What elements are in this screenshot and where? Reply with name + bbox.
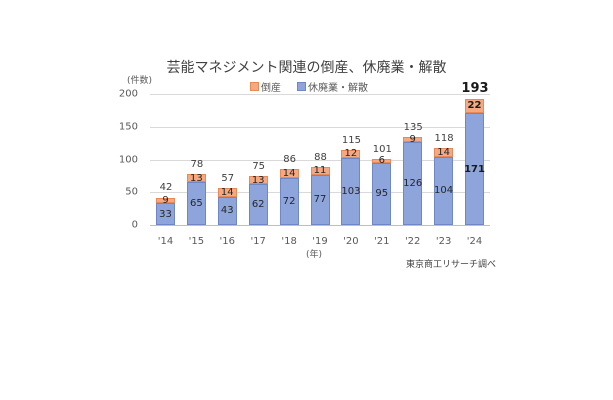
chart-title: 芸能マネジメント関連の倒産、休廃業・解散: [166, 60, 447, 76]
bar-segment-closure: 103: [341, 157, 360, 225]
legend-item-bankruptcy: 倒産: [250, 79, 281, 94]
x-tick-label: '17: [250, 236, 266, 247]
x-tick-label: '18: [281, 236, 297, 247]
x-tick-label: '22: [404, 236, 421, 247]
bar-total-label: 193: [461, 80, 489, 96]
y-tick-label: 0: [131, 219, 138, 231]
bar-total-label: 135: [403, 121, 423, 133]
bar-segment-closure: 43: [217, 196, 237, 225]
x-tick-label: '21: [374, 236, 390, 247]
bar-stack: 104 14: [434, 147, 454, 225]
bar-segment-closure: 62: [248, 184, 268, 225]
x-axis-baseline: [150, 225, 490, 226]
gridline: [150, 127, 490, 128]
bar-total-label: 115: [341, 134, 361, 146]
bar-segment-bankruptcy: 9: [403, 134, 423, 145]
x-tick-label: '19: [312, 236, 328, 247]
bar-total-label: 88: [314, 152, 327, 164]
bar-segment-bankruptcy: 14: [217, 187, 237, 198]
y-tick-label: 100: [118, 154, 138, 166]
bar-stack: 77 11: [310, 165, 330, 225]
bar-total-label: 86: [283, 153, 296, 165]
legend: 倒産 休廃業・解散: [250, 79, 368, 94]
legend-label: 倒産: [261, 83, 281, 94]
bar-segment-bankruptcy: 14: [279, 168, 299, 179]
x-tick-label: '23: [435, 236, 452, 247]
y-tick-label: 150: [118, 121, 138, 133]
gridline: [150, 160, 490, 161]
x-tick-label: '16: [219, 236, 236, 247]
x-tick-label: '14: [157, 236, 174, 247]
bar-segment-bankruptcy: 9: [156, 195, 175, 206]
y-tick-label: 200: [118, 88, 138, 100]
bar-segment-bankruptcy: 12: [341, 148, 361, 159]
y-axis-unit-label: (件数): [127, 76, 153, 86]
bar-segment-closure: 171: [464, 113, 485, 225]
x-tick-label: '24: [466, 236, 483, 247]
bar-segment-bankruptcy: 11: [310, 165, 330, 176]
legend-swatch-closure-icon: [297, 82, 306, 91]
bar-stack: 126 9: [403, 134, 423, 225]
bar-stack: 171 22: [464, 98, 485, 225]
x-tick-label: '20: [343, 236, 359, 247]
bar-segment-closure: 72: [279, 177, 299, 225]
source-credit: 東京商工リサーチ調べ: [406, 260, 497, 270]
bar-segment-bankruptcy: 22: [465, 98, 484, 113]
bar-segment-bankruptcy: 6: [372, 155, 392, 166]
bar-stack: 103 12: [341, 148, 361, 225]
bar-segment-bankruptcy: 13: [186, 173, 206, 184]
x-axis-year-label: (年): [305, 250, 323, 260]
bar-total-label: 75: [252, 160, 266, 172]
bar-stack: 43 14: [217, 187, 237, 225]
bar-segment-bankruptcy: 13: [248, 175, 268, 186]
bar-segment-closure: 104: [434, 156, 453, 225]
bar-stack: 62 13: [248, 175, 268, 225]
gridline: [150, 94, 490, 95]
y-tick-label: 50: [125, 186, 138, 198]
bar-total-label: 57: [221, 172, 235, 184]
legend-item-closure: 休廃業・解散: [297, 79, 368, 94]
bar-total-label: 101: [372, 143, 392, 155]
bar-stack: 95 6: [372, 155, 392, 225]
bar-segment-closure: 77: [310, 174, 330, 225]
bar-segment-closure: 126: [403, 142, 422, 225]
bar-total-label: 78: [190, 158, 204, 170]
bar-stack: 33 9: [156, 195, 175, 225]
plot-area: 200 150 100 50 0 33 9 42 65 13 78 43 14 57 62 13 75…: [119, 81, 490, 231]
bar-total-label: 118: [434, 132, 454, 144]
x-tick-label: '15: [188, 236, 205, 247]
bar-total-label: 42: [159, 182, 173, 194]
bar-segment-closure: 95: [372, 162, 392, 225]
legend-swatch-bankruptcy-icon: [250, 82, 259, 91]
bar-segment-closure: 33: [156, 203, 175, 225]
bar-stack: 72 14: [279, 168, 299, 225]
bar-segment-bankruptcy: 14: [434, 147, 454, 158]
bar-stack: 65 13: [186, 173, 206, 225]
legend-label: 休廃業・解散: [308, 83, 368, 94]
bar-segment-closure: 65: [186, 182, 206, 225]
